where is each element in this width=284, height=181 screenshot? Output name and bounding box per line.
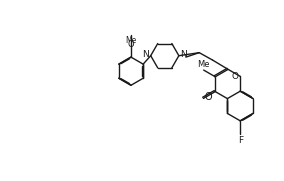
Text: O: O (231, 72, 238, 81)
Text: Me: Me (197, 60, 210, 69)
Text: Me: Me (125, 36, 137, 45)
Text: F: F (238, 136, 243, 145)
Text: O: O (204, 92, 212, 102)
Text: O: O (128, 40, 134, 49)
Text: N: N (180, 50, 187, 59)
Text: N: N (143, 50, 149, 59)
